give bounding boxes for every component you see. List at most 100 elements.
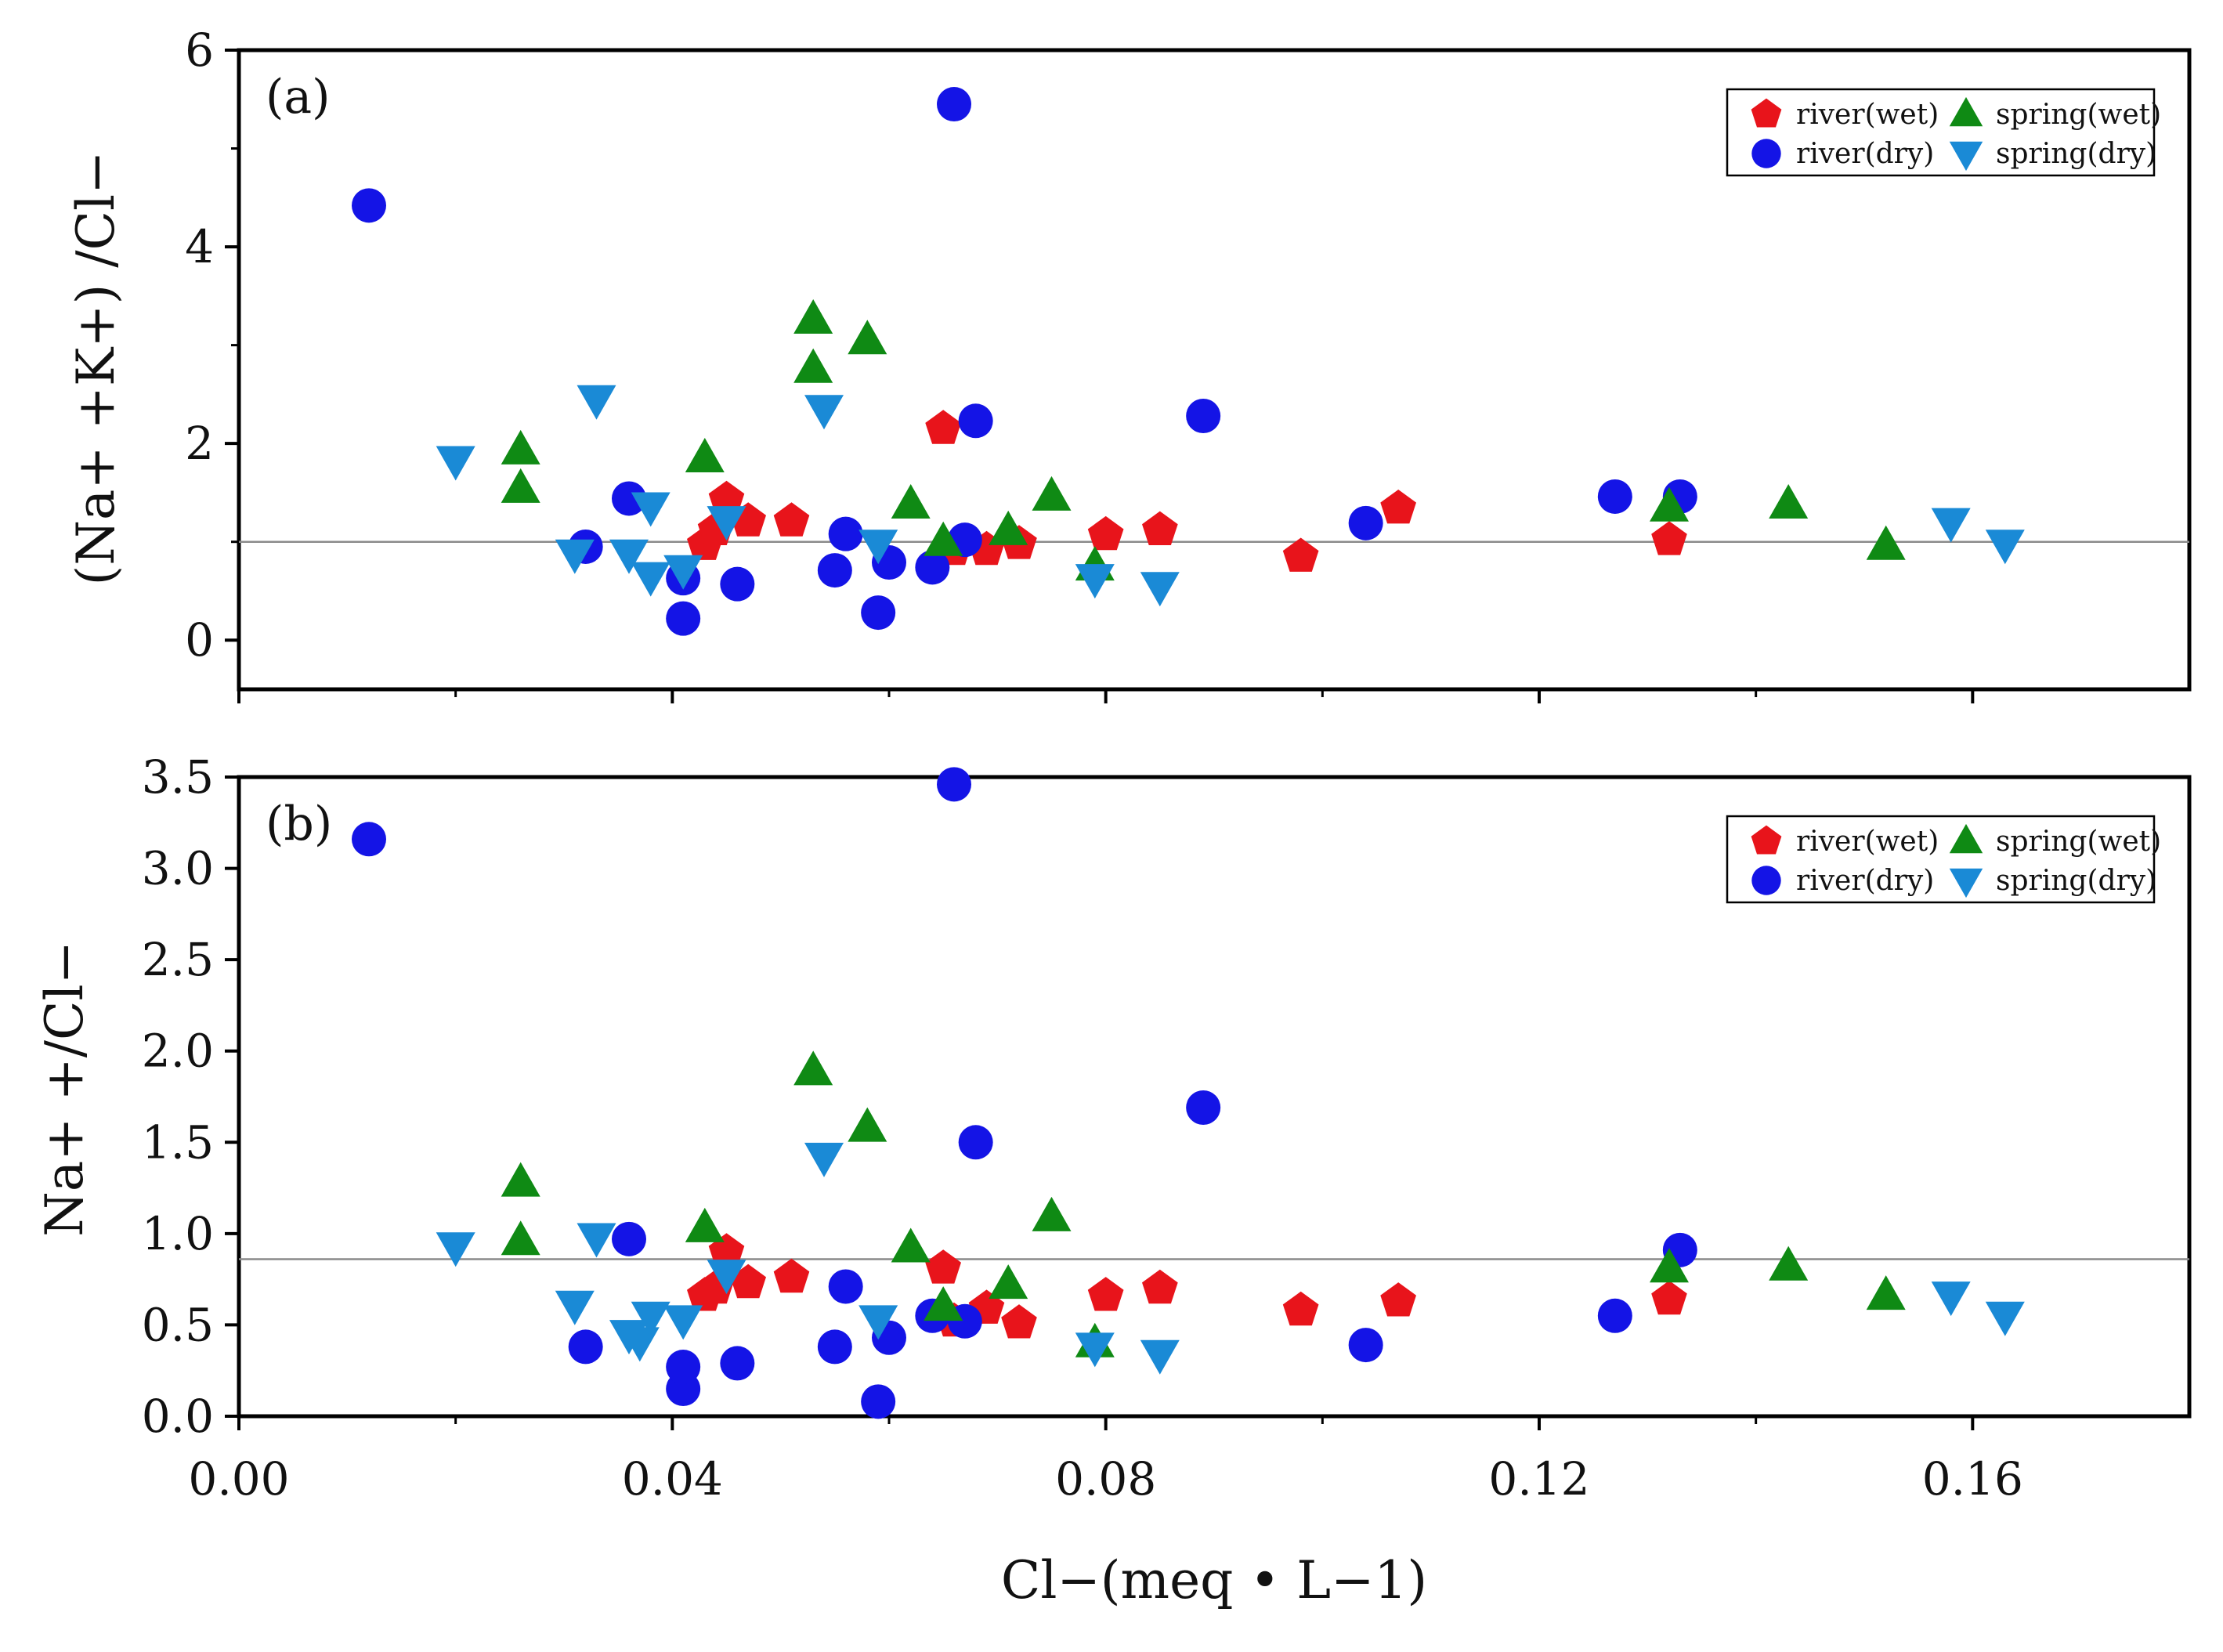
data-point[interactable] xyxy=(1769,484,1809,519)
data-point[interactable] xyxy=(620,1327,660,1362)
data-point[interactable] xyxy=(858,1305,898,1340)
data-point[interactable] xyxy=(1597,479,1632,514)
data-point[interactable] xyxy=(663,555,703,590)
data-point[interactable] xyxy=(1140,572,1180,607)
data-point[interactable] xyxy=(631,562,671,597)
data-point[interactable] xyxy=(915,550,950,585)
data-point[interactable] xyxy=(1186,399,1221,434)
data-point[interactable] xyxy=(989,510,1028,545)
data-point[interactable] xyxy=(730,1263,766,1299)
data-point[interactable] xyxy=(501,1162,540,1197)
data-point[interactable] xyxy=(1282,1291,1319,1326)
data-point[interactable] xyxy=(848,1107,887,1142)
data-point[interactable] xyxy=(1380,1282,1416,1317)
data-point[interactable] xyxy=(1931,508,1971,543)
legend-marker[interactable] xyxy=(1751,98,1782,128)
data-point[interactable] xyxy=(858,530,898,565)
data-point[interactable] xyxy=(817,553,852,588)
legend-marker[interactable] xyxy=(1751,866,1781,895)
data-point[interactable] xyxy=(924,521,963,556)
data-point[interactable] xyxy=(1651,521,1687,555)
data-point[interactable] xyxy=(989,1264,1028,1300)
data-point[interactable] xyxy=(937,87,971,122)
data-point[interactable] xyxy=(1282,537,1319,572)
data-point[interactable] xyxy=(436,446,475,481)
data-point[interactable] xyxy=(937,767,971,802)
legend-marker[interactable] xyxy=(1751,825,1782,855)
data-point[interactable] xyxy=(1142,511,1178,545)
data-point[interactable] xyxy=(609,539,649,574)
data-point[interactable] xyxy=(666,1350,701,1385)
data-point[interactable] xyxy=(1597,1298,1632,1333)
legend-marker[interactable] xyxy=(1949,141,1983,172)
data-point[interactable] xyxy=(828,516,863,551)
data-point[interactable] xyxy=(568,1329,603,1365)
data-point[interactable] xyxy=(1866,1275,1906,1310)
legend-marker[interactable] xyxy=(1751,139,1781,168)
data-point[interactable] xyxy=(861,595,896,631)
data-point[interactable] xyxy=(1142,1269,1178,1304)
data-point[interactable] xyxy=(1140,1339,1180,1375)
data-point[interactable] xyxy=(1985,1301,2025,1336)
data-point[interactable] xyxy=(1769,1245,1809,1281)
data-point[interactable] xyxy=(1866,525,1906,560)
data-point[interactable] xyxy=(577,385,616,420)
data-point[interactable] xyxy=(1651,1280,1687,1315)
data-point[interactable] xyxy=(1001,1304,1037,1339)
data-point[interactable] xyxy=(720,1346,755,1381)
data-point[interactable] xyxy=(501,429,540,465)
legend-marker[interactable] xyxy=(1949,823,1983,854)
data-point[interactable] xyxy=(925,1249,961,1284)
data-point[interactable] xyxy=(848,320,887,355)
data-point[interactable] xyxy=(1650,486,1689,522)
data-point[interactable] xyxy=(793,1050,833,1086)
data-point[interactable] xyxy=(773,1258,810,1293)
data-point[interactable] xyxy=(804,1142,844,1177)
data-point[interactable] xyxy=(436,1232,475,1267)
data-point[interactable] xyxy=(631,492,671,527)
data-point[interactable] xyxy=(501,1220,540,1256)
data-point[interactable] xyxy=(891,484,931,519)
data-point[interactable] xyxy=(612,1221,646,1256)
data-point[interactable] xyxy=(958,1125,993,1160)
data-point[interactable] xyxy=(793,299,833,334)
data-point[interactable] xyxy=(685,1207,725,1242)
data-point[interactable] xyxy=(555,1290,595,1325)
data-point[interactable] xyxy=(817,1329,852,1365)
data-point[interactable] xyxy=(1380,490,1416,524)
data-point[interactable] xyxy=(612,481,646,516)
data-point[interactable] xyxy=(925,410,961,444)
data-point[interactable] xyxy=(631,1301,671,1336)
data-point[interactable] xyxy=(1650,1248,1689,1283)
data-point[interactable] xyxy=(1032,475,1072,511)
data-point[interactable] xyxy=(501,468,540,503)
data-point[interactable] xyxy=(555,539,595,574)
data-point[interactable] xyxy=(1032,1196,1072,1231)
data-point[interactable] xyxy=(1075,564,1115,599)
data-point[interactable] xyxy=(924,1286,963,1321)
data-point[interactable] xyxy=(720,566,755,602)
data-point[interactable] xyxy=(663,1305,703,1340)
data-point[interactable] xyxy=(891,1227,931,1263)
data-point[interactable] xyxy=(828,1269,863,1304)
data-point[interactable] xyxy=(804,395,844,430)
data-point[interactable] xyxy=(352,188,386,223)
data-point[interactable] xyxy=(1087,1277,1124,1311)
data-point[interactable] xyxy=(352,822,386,857)
data-point[interactable] xyxy=(861,1384,896,1419)
data-point[interactable] xyxy=(1075,1332,1115,1368)
data-point[interactable] xyxy=(773,502,810,537)
data-point[interactable] xyxy=(1348,1328,1383,1363)
data-point[interactable] xyxy=(707,1260,746,1295)
legend-marker[interactable] xyxy=(1949,868,1983,898)
data-point[interactable] xyxy=(666,601,701,636)
data-point[interactable] xyxy=(685,438,725,472)
data-point[interactable] xyxy=(1985,530,2025,565)
data-point[interactable] xyxy=(1348,505,1383,540)
data-point[interactable] xyxy=(1087,515,1124,551)
legend-marker[interactable] xyxy=(1949,96,1983,127)
data-point[interactable] xyxy=(1186,1090,1221,1125)
data-point[interactable] xyxy=(577,1223,616,1258)
data-point[interactable] xyxy=(1931,1281,1971,1317)
data-point[interactable] xyxy=(707,506,746,541)
